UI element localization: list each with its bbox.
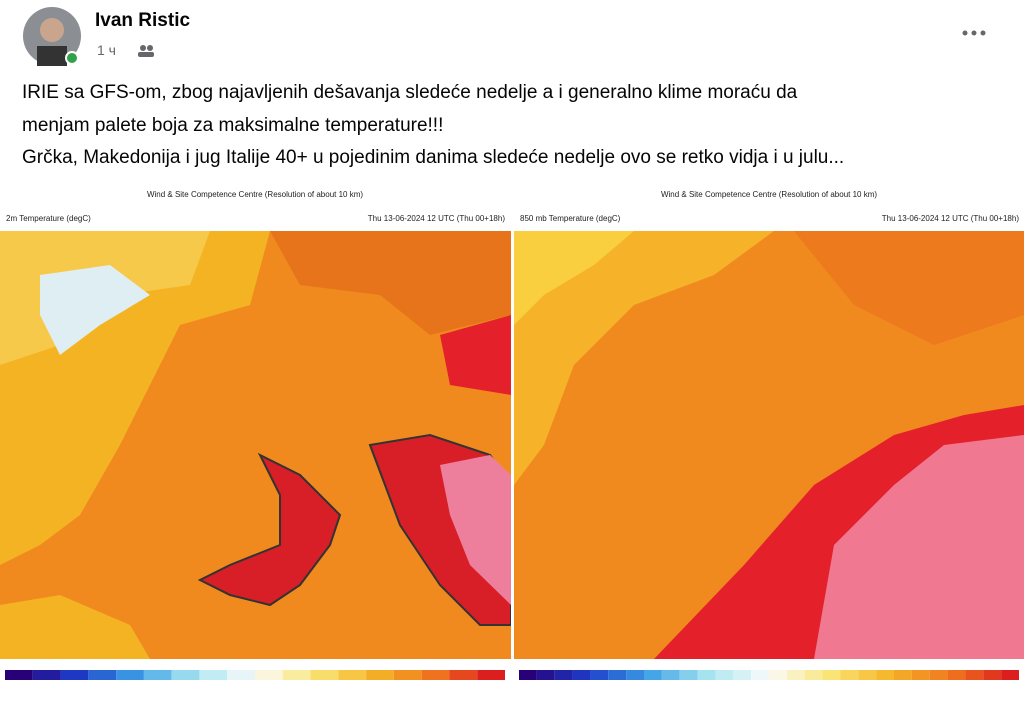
map-region — [40, 265, 150, 355]
colorbar-swatch — [1001, 670, 1019, 680]
map-variable: 850 mb Temperature (degC) — [520, 214, 621, 223]
colorbar-swatch — [536, 670, 555, 680]
colorbar-swatch — [143, 670, 172, 680]
more-menu[interactable] — [960, 28, 990, 38]
post-text: menjam palete boja za maksimalne tempera… — [22, 115, 444, 136]
map-time: Thu 13-06-2024 12 UTC (Thu 00+18h) — [882, 214, 1020, 223]
colorbar-swatch — [858, 670, 877, 680]
map-variable: 2m Temperature (degC) — [6, 214, 91, 223]
post-text: Grčka, Makedonija i jug Italije 40+ u po… — [22, 147, 845, 168]
map-header: Wind & Site Competence Centre (Resolutio… — [661, 190, 877, 199]
map-2m[interactable]: Wind & Site Competence Centre (Resolutio… — [0, 185, 511, 685]
colorbar-swatch — [983, 670, 1002, 680]
colorbar-swatch — [590, 670, 609, 680]
colorbar-swatch — [929, 670, 948, 680]
colorbar-swatch — [60, 670, 89, 680]
colorbar-swatch — [255, 670, 283, 680]
colorbar-swatch — [227, 670, 255, 680]
colorbar-swatch — [715, 670, 734, 680]
colorbar-swatch — [947, 670, 966, 680]
map-region — [440, 455, 511, 605]
colorbar-swatch — [554, 670, 573, 680]
colorbar-swatch — [421, 670, 450, 680]
map-region — [794, 231, 1024, 345]
colorbar-swatch — [88, 670, 117, 680]
map-region — [270, 231, 511, 335]
colorbar-swatch — [199, 670, 228, 680]
colorbar-swatch — [661, 670, 680, 680]
map-region — [0, 595, 150, 659]
map-time: Thu 13-06-2024 12 UTC (Thu 00+18h) — [368, 214, 506, 223]
colorbar-swatch — [644, 670, 662, 680]
colorbar-swatch — [519, 670, 537, 680]
map-850[interactable]: Wind & Site Competence Centre (Resolutio… — [514, 185, 1024, 685]
colorbar-swatch — [608, 670, 627, 680]
colorbar-swatch — [32, 670, 61, 680]
colorbar-swatch — [477, 670, 505, 680]
map-header: Wind & Site Competence Centre (Resolutio… — [147, 190, 363, 199]
colorbar-swatch — [769, 670, 787, 680]
colorbar-swatch — [116, 670, 144, 680]
colorbar-swatch — [733, 670, 752, 680]
map-region — [814, 435, 1024, 659]
audience-icon[interactable] — [137, 44, 155, 58]
colorbar-swatch — [894, 670, 912, 680]
colorbar-swatch — [786, 670, 805, 680]
colorbar-swatch — [449, 670, 478, 680]
map-region — [514, 231, 774, 485]
colorbar-swatch — [822, 670, 841, 680]
colorbar-swatch — [697, 670, 716, 680]
colorbar-swatch — [876, 670, 894, 680]
colorbar-swatch — [911, 670, 930, 680]
map-region — [197, 452, 342, 607]
post-time[interactable]: 1 ч — [97, 42, 116, 58]
colorbar-swatch — [171, 670, 200, 680]
colorbar: -30-28-26-24-22-20-18-16-14-12-10-8-6-4-… — [519, 670, 1019, 680]
author-name[interactable]: Ivan Ristic — [95, 10, 191, 31]
avatar[interactable] — [22, 6, 82, 66]
colorbar-swatch — [5, 670, 33, 680]
colorbar-swatch — [282, 670, 311, 680]
colorbar-swatch — [366, 670, 394, 680]
colorbar-swatch — [572, 670, 591, 680]
colorbar-swatch — [840, 670, 859, 680]
colorbar-swatch — [751, 670, 769, 680]
colorbar-swatch — [626, 670, 644, 680]
post-text: IRIE sa GFS-om, zbog najavljenih dešavan… — [22, 82, 798, 103]
map-region — [440, 315, 511, 395]
colorbar-swatch — [338, 670, 367, 680]
colorbar: -32-28-24-20-16-12-8-404812162024283236 — [5, 670, 505, 680]
map-region — [514, 231, 634, 325]
colorbar-swatch — [679, 670, 698, 680]
colorbar-swatch — [393, 670, 422, 680]
colorbar-swatch — [804, 670, 823, 680]
colorbar-swatch — [310, 670, 339, 680]
colorbar-swatch — [965, 670, 984, 680]
